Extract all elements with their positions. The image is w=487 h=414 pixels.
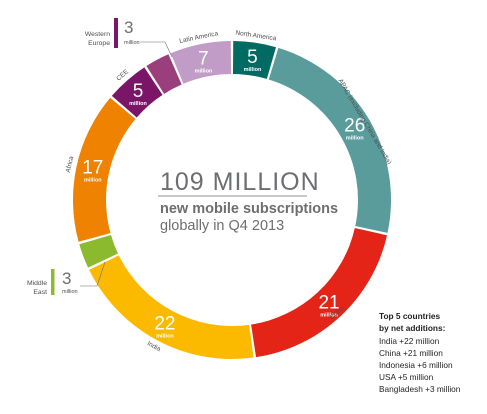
slice-value-north-america: 5 xyxy=(247,47,258,68)
slice-value-china: 21 xyxy=(318,292,339,313)
slice-unit-latin-america: million xyxy=(195,68,213,74)
slice-middle-east xyxy=(79,235,118,268)
callout-middle-east-value: 3 xyxy=(62,269,71,288)
center-subtitle-1: new mobile subscriptions xyxy=(160,201,338,217)
callout-western-europe-bar xyxy=(114,18,118,48)
slice-label-north-america: North America xyxy=(235,30,277,43)
callout-middle-east-label-1: Middle xyxy=(27,280,47,287)
slice-india xyxy=(89,255,254,359)
slice-western-europe xyxy=(146,54,182,94)
callout-middle-east: Middle East 3 million xyxy=(27,261,106,296)
slice-value-apac-excluding-china-and-india: 26 xyxy=(344,116,365,137)
center-subtitle-2: globally in Q4 2013 xyxy=(160,218,284,234)
slice-unit-india: million xyxy=(156,334,174,340)
callout-middle-east-unit: million xyxy=(62,289,78,295)
top5-panel: Top 5 countries by net additions: India … xyxy=(379,311,461,394)
slice-value-latin-america: 7 xyxy=(198,48,209,69)
top5-item: India +22 million xyxy=(379,336,440,346)
slice-africa xyxy=(72,97,136,242)
top5-item: China +21 million xyxy=(379,348,443,358)
slice-value-india: 22 xyxy=(154,314,175,335)
slice-unit-north-america: million xyxy=(244,67,262,73)
slice-label-africa: Africa xyxy=(65,155,75,173)
top5-item: Bangladesh +3 million xyxy=(379,384,461,394)
center-total: 109 MILLION xyxy=(160,168,320,196)
slice-unit-apac-excluding-china-and-india: million xyxy=(346,136,364,142)
slice-unit-china: million xyxy=(320,312,338,318)
callout-middle-east-bar xyxy=(51,269,55,295)
callout-western-europe-unit: million xyxy=(124,40,140,46)
donut-segments xyxy=(72,41,391,359)
top5-item: Indonesia +6 million xyxy=(379,360,453,370)
callout-western-europe-leader xyxy=(140,41,173,58)
callout-middle-east-label-2: East xyxy=(33,289,47,296)
slice-north-america xyxy=(232,41,276,79)
callout-western-europe: Western Europe 3 million xyxy=(85,18,173,58)
slice-cee xyxy=(111,67,163,118)
slice-china xyxy=(251,227,388,358)
top5-title-1: Top 5 countries xyxy=(379,311,441,321)
slice-latin-america xyxy=(170,41,232,84)
top5-item: USA +5 million xyxy=(379,372,434,382)
slice-unit-africa: million xyxy=(84,177,102,183)
slice-value-africa: 17 xyxy=(82,157,103,178)
slice-label-india: India xyxy=(146,340,162,353)
slice-value-cee: 5 xyxy=(133,81,144,102)
top5-title-2: by net additions: xyxy=(379,323,445,333)
slice-unit-cee: million xyxy=(129,101,147,107)
callout-western-europe-value: 3 xyxy=(124,18,133,37)
slice-apac-excluding-china-and-india xyxy=(268,47,391,233)
callout-middle-east-leader xyxy=(80,261,106,287)
callout-western-europe-label-2: Europe xyxy=(88,40,110,47)
callout-western-europe-label-1: Western xyxy=(85,31,110,38)
